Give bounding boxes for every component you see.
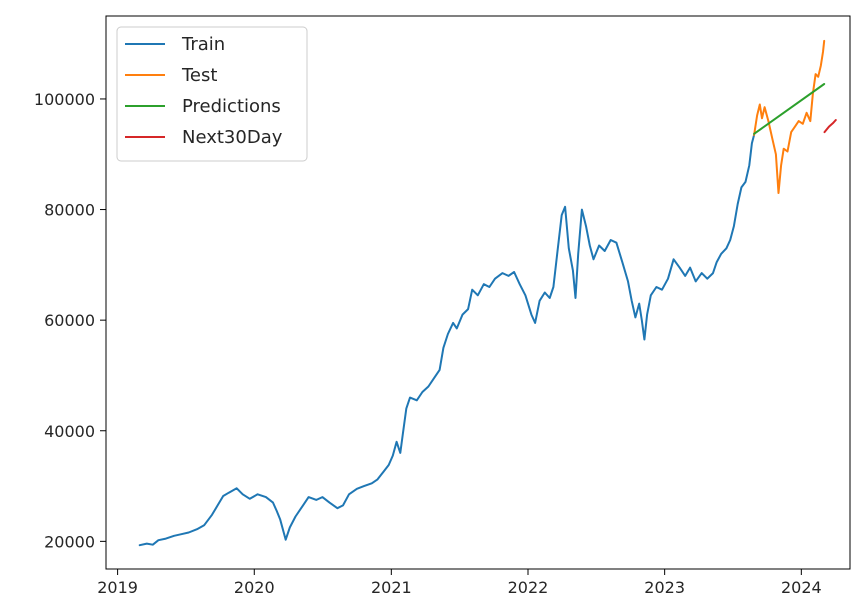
series-line-train bbox=[138, 133, 756, 547]
y-axis: 20000 40000 60000 80000 100000 bbox=[34, 90, 106, 551]
y-tick-label: 100000 bbox=[34, 90, 95, 109]
series-line-predictions bbox=[753, 83, 826, 135]
series-layer bbox=[138, 39, 837, 547]
legend-label: Next30Day bbox=[182, 127, 283, 148]
y-tick-label: 20000 bbox=[44, 532, 95, 551]
x-tick-label: 2023 bbox=[644, 578, 685, 597]
x-tick-label: 2024 bbox=[781, 578, 822, 597]
x-tick-label: 2020 bbox=[234, 578, 275, 597]
legend-label: Predictions bbox=[182, 96, 281, 117]
x-tick-label: 2021 bbox=[371, 578, 412, 597]
x-tick-label: 2019 bbox=[97, 578, 138, 597]
y-tick-label: 60000 bbox=[44, 311, 95, 330]
y-tick-label: 80000 bbox=[44, 201, 95, 220]
x-axis: 2019 2020 2021 2022 2023 2024 bbox=[97, 569, 822, 597]
y-tick-label: 40000 bbox=[44, 422, 95, 441]
series-line-next30day bbox=[823, 119, 837, 134]
legend-label: Test bbox=[181, 65, 217, 86]
legend: Train Test Predictions Next30Day bbox=[116, 26, 308, 162]
plot-frame bbox=[105, 15, 851, 570]
series-line-test bbox=[753, 39, 826, 194]
legend-label: Train bbox=[181, 34, 225, 55]
x-tick-label: 2022 bbox=[508, 578, 549, 597]
legend-box bbox=[116, 26, 308, 162]
